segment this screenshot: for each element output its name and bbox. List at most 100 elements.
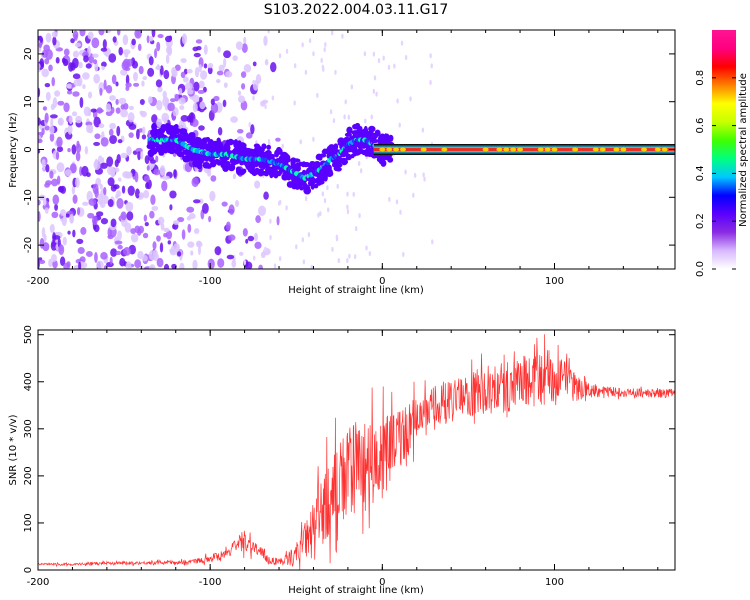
noise-blob: [223, 50, 232, 59]
noise-blob: [126, 211, 134, 221]
noise-blob: [316, 92, 319, 98]
noise-blob: [302, 259, 306, 265]
noise-blob: [170, 98, 177, 103]
noise-blob: [157, 86, 163, 93]
snr-series-line: [38, 334, 675, 570]
carrier-spot: [496, 147, 503, 152]
noise-blob: [130, 228, 136, 235]
noise-blob: [88, 198, 97, 206]
noise-blob: [346, 191, 349, 197]
carrier-spot: [592, 147, 599, 152]
noise-blob: [103, 79, 107, 90]
noise-blob: [225, 221, 231, 231]
noise-blob: [65, 213, 70, 218]
noise-blob: [207, 258, 215, 269]
ridge-blob: [301, 169, 307, 176]
noise-blob: [346, 258, 349, 264]
ridge-blob: [367, 152, 373, 158]
noise-blob: [92, 183, 99, 195]
ridge-blob: [374, 129, 381, 137]
noise-blob: [210, 175, 217, 182]
ridge-blob: [387, 156, 394, 163]
noise-blob: [252, 95, 255, 101]
noise-blob: [78, 261, 82, 269]
noise-blob: [45, 164, 50, 173]
noise-blob: [93, 159, 101, 171]
noise-blob: [99, 87, 103, 96]
noise-blob: [198, 125, 205, 131]
noise-blob: [243, 64, 252, 73]
noise-blob: [237, 90, 242, 96]
noise-blob: [142, 126, 146, 135]
noise-blob: [76, 207, 81, 216]
noise-blob: [115, 98, 119, 105]
noise-blob: [337, 258, 341, 264]
noise-blob: [359, 168, 363, 174]
noise-blob: [148, 156, 154, 161]
noise-blob: [84, 146, 89, 155]
noise-blob: [128, 123, 137, 130]
noise-blob: [67, 124, 73, 135]
noise-blob: [163, 263, 170, 269]
snr-ytick-label: 300: [23, 419, 34, 438]
noise-blob: [94, 62, 99, 72]
noise-blob: [363, 51, 367, 57]
noise-blob: [110, 218, 117, 228]
noise-blob: [56, 136, 63, 148]
noise-blob: [350, 84, 354, 90]
noise-blob: [97, 193, 104, 205]
noise-blob: [117, 139, 123, 144]
ridge-blob: [313, 183, 319, 189]
noise-blob: [195, 39, 203, 44]
ridge-blob: [363, 125, 368, 134]
noise-blob: [75, 151, 81, 162]
ridge-blob: [241, 168, 247, 174]
noise-blob: [118, 46, 123, 56]
noise-blob: [159, 165, 166, 176]
noise-blob: [56, 162, 65, 173]
noise-blob: [218, 64, 225, 72]
noise-blob: [199, 101, 206, 110]
ridge-blob: [304, 185, 311, 191]
noise-blob: [72, 30, 79, 40]
spectrogram-ytick-label: -10: [23, 189, 34, 205]
noise-blob: [44, 112, 49, 124]
noise-blob: [250, 124, 255, 135]
noise-blob: [57, 100, 65, 106]
noise-blob: [372, 88, 376, 94]
noise-blob: [143, 175, 150, 183]
noise-blob: [52, 235, 61, 240]
noise-blob: [77, 247, 85, 254]
noise-blob: [142, 232, 149, 239]
noise-blob: [413, 172, 417, 178]
ridge-blob: [358, 125, 363, 133]
noise-blob: [260, 251, 266, 259]
ridge-blob: [345, 153, 352, 161]
snr-xtick-label: 100: [545, 577, 564, 588]
noise-blob: [203, 63, 208, 69]
noise-blob: [370, 114, 373, 120]
noise-blob: [269, 235, 272, 241]
noise-blob: [431, 239, 434, 245]
noise-blob: [400, 40, 404, 46]
noise-blob: [51, 31, 58, 38]
noise-blob: [136, 227, 142, 236]
noise-blob: [176, 251, 182, 257]
noise-blob: [228, 204, 235, 215]
noise-blob: [87, 212, 95, 219]
ridge-blob: [252, 150, 258, 158]
noise-blob: [324, 42, 327, 48]
noise-blob: [62, 236, 67, 246]
noise-blob: [71, 111, 78, 117]
noise-blob: [273, 263, 277, 269]
noise-blob: [98, 123, 105, 129]
snr-ytick-label: 200: [23, 466, 34, 485]
noise-blob: [72, 73, 81, 80]
ridge-blob: [240, 142, 247, 149]
noise-blob: [223, 82, 228, 88]
ridge-blob: [261, 143, 267, 150]
noise-blob: [120, 69, 128, 76]
noise-blob: [111, 74, 117, 85]
noise-blob: [193, 228, 200, 234]
noise-blob: [153, 168, 161, 176]
